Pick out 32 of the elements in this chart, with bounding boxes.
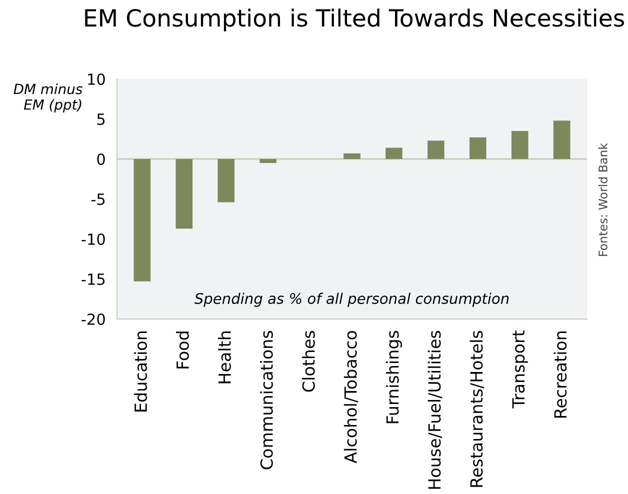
annotation: Spending as % of all personal consumption bbox=[194, 292, 509, 307]
x-tick-label: Education bbox=[134, 332, 148, 412]
x-tick-label: House/Fuel/Utilities bbox=[428, 330, 442, 489]
y-tick-label: 10 bbox=[88, 73, 105, 86]
bar bbox=[553, 120, 570, 159]
bar bbox=[511, 131, 528, 159]
x-tick-label: Clothes bbox=[302, 330, 315, 392]
bar bbox=[344, 153, 360, 159]
y-tick-label: -20 bbox=[82, 313, 105, 326]
y-axis-title: DM minus EM (ppt) bbox=[14, 84, 82, 112]
y-tick-label: 5 bbox=[97, 114, 105, 126]
chart-title: EM Consumption is Tilted Towards Necessities bbox=[85, 8, 624, 32]
bar bbox=[134, 159, 151, 282]
y-tick-label: -15 bbox=[82, 274, 105, 286]
bar bbox=[260, 159, 276, 163]
text: Fontes: World Bank bbox=[598, 142, 608, 256]
y-tick-label: 0 bbox=[97, 153, 105, 166]
x-tick-label: Health bbox=[218, 332, 231, 384]
x-tick-label: Communications bbox=[260, 330, 273, 470]
x-tick-label: Furnishings bbox=[386, 330, 402, 424]
bar bbox=[176, 159, 193, 229]
x-tick-label: Recreation bbox=[554, 332, 567, 418]
x-tick-label: Restaurants/Hotels bbox=[470, 330, 484, 487]
x-tick-label: Food bbox=[176, 332, 189, 368]
bar bbox=[386, 148, 402, 159]
x-tick-label: Alcohol/Tobacco bbox=[344, 331, 358, 464]
bar bbox=[218, 159, 234, 202]
bar bbox=[470, 137, 486, 159]
y-tick-label: -5 bbox=[91, 194, 105, 206]
x-tick-label: Transport bbox=[512, 330, 528, 408]
y-tick-label: -10 bbox=[82, 233, 105, 246]
bar bbox=[428, 140, 444, 159]
